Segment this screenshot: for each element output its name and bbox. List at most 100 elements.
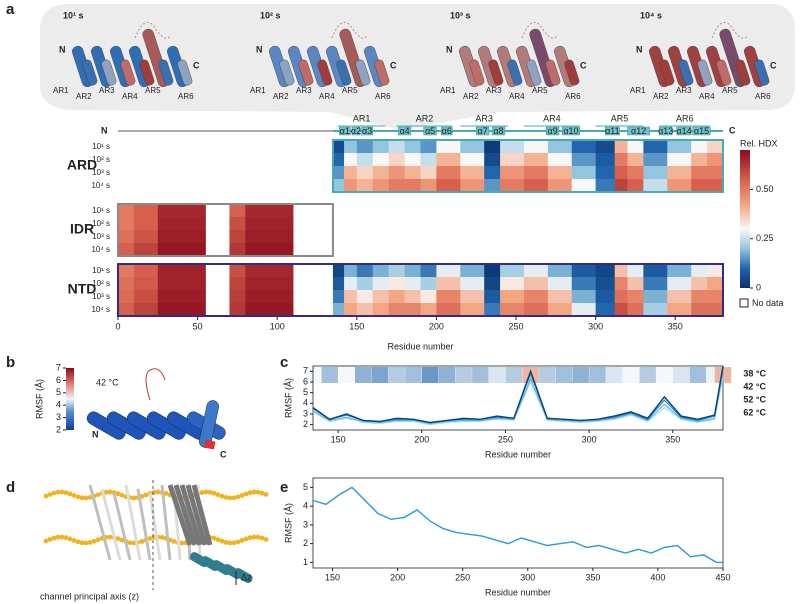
heat-cell [523,277,549,291]
rmsf-strip-cell [388,367,405,383]
heat-cell [500,153,525,167]
heat-cell [571,166,596,180]
rmsf-strip-cell [539,367,556,383]
rmsf-strip-cell [371,367,389,383]
terminus-label: C [770,60,777,70]
heat-cell [667,166,692,180]
y-axis-label: RMSF (Å) [283,378,293,418]
row-label: 10² s [92,155,110,164]
heat-cell [547,179,573,193]
heat-cell [157,290,206,304]
lipid-head [263,492,269,497]
helix-label: α8 [493,126,503,136]
x-tick-label: 150 [325,572,340,582]
tm-helix [185,484,208,546]
heatmap-frame [331,139,724,193]
row-label: 10⁴ s [91,245,110,254]
heat-cell [372,303,389,317]
heatmap-title: ARD [67,157,97,173]
x-tick-label: 400 [650,572,665,582]
x-tick-label: 350 [665,434,680,444]
x-tick-label: 150 [349,321,364,331]
heat-cell [707,290,724,304]
heat-cell [245,204,294,218]
heat-cell [436,303,461,317]
lipid-head [63,490,69,496]
row-label: 10¹ s [92,142,110,151]
terminus-label: C [580,60,587,70]
legend-entry: 42 °C [743,381,766,391]
panel-label: d [6,479,15,496]
helix-label: α14 [676,126,691,136]
helix-label: α15 [694,126,709,136]
lipid-head [199,490,205,495]
lipid-head [143,492,149,498]
helix-label: α3 [362,126,372,136]
x-axis-label: Residue number [485,587,551,597]
heat-cell [118,230,135,244]
heat-cell [595,277,616,291]
repeat-label: AR5 [342,86,358,95]
heat-cell [436,277,461,291]
helix-cylinder [507,59,523,86]
colorbar-tick-label: 7 [56,362,61,372]
lipid-head [155,489,161,495]
colorbar-tick-label: 0 [756,282,761,292]
x-tick-label: 250 [498,434,513,444]
heat-cell [118,303,135,317]
colorbar-tick-label: 0.25 [756,233,774,243]
repeat-label: AR5 [145,86,161,95]
y-axis-label: RMSF (Å) [283,503,293,543]
heat-cell [436,140,461,154]
repeat-label: AR1 [440,86,456,95]
heat-cell [643,303,668,317]
helix-cylinder [526,59,542,86]
y-tick-label: 3 [303,519,308,529]
helix [659,126,673,136]
lipid-head [139,539,145,544]
heat-cell [643,140,668,154]
heat-cell [627,264,644,278]
heat-cell [133,303,159,317]
row-label: 10⁴ s [91,305,110,314]
heat-cell [245,230,294,244]
heat-cell [229,277,246,291]
heat-cell [484,140,501,154]
ard-helix [233,568,253,583]
no-data-swatch [739,298,749,308]
heat-cell [691,153,708,167]
x-tick-label: 50 [193,321,203,331]
lipid-head [131,495,137,501]
helix-cylinder [659,59,675,86]
colorbar-tick-label: 4 [56,400,61,410]
row-label: 10³ s [92,232,110,241]
lipid-head [59,534,65,540]
loop [711,21,748,39]
helix-cylinder [374,59,390,86]
heat-cell [388,264,405,278]
y-tick-label: 6 [303,376,308,386]
y-tick-label: 2 [303,538,308,548]
heat-cell [372,153,389,167]
heat-cell [356,140,374,154]
heat-cell [157,243,206,257]
repeat-label: AR6 [565,92,581,101]
plot-frame [312,477,724,569]
heat-cell [133,204,159,218]
heat-cell [571,290,596,304]
tm-helix [191,484,213,546]
heat-cell [388,166,405,180]
rmsf-strip-cell [572,367,589,383]
repeat-label: AR2 [76,92,92,101]
lipid-head [207,489,213,495]
lipid-head [243,491,249,497]
helix-cylinder [716,59,732,86]
rmsf-strip-cell [321,367,338,383]
heat-cell [332,166,345,180]
heat-cell [229,230,246,244]
lipid-head [47,537,53,542]
lipid-head [247,535,253,541]
heat-cell [388,277,405,291]
lipid-head [263,537,269,542]
